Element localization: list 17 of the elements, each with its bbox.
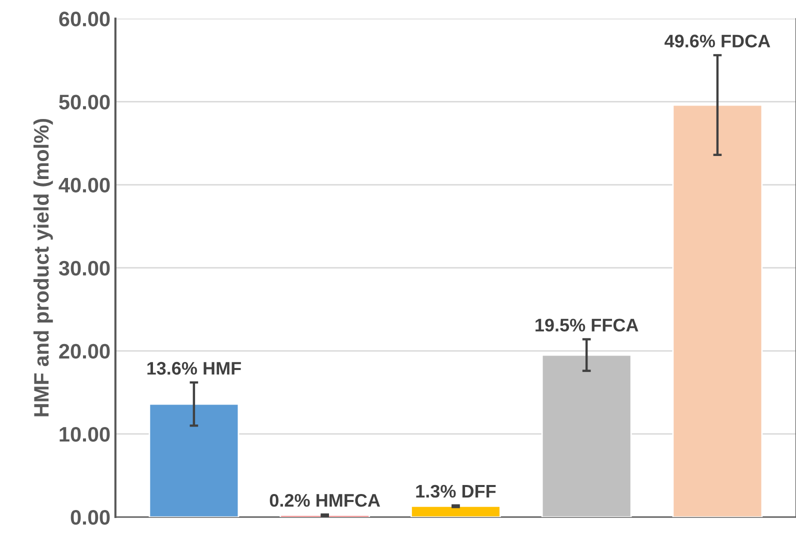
bar [672, 104, 763, 518]
y-tick-label: 30.00 [58, 260, 110, 276]
data-label: 1.3% DFF [416, 484, 496, 498]
y-tick-label: 0.00 [70, 510, 110, 525]
bar [148, 403, 240, 518]
data-label: 19.5% FFCA [536, 318, 638, 332]
y-axis-title: HMF and product yield (mol%) [33, 118, 53, 416]
data-label: 13.6% HMF [147, 362, 241, 375]
y-tick-label: 50.00 [59, 94, 110, 110]
y-tick-label: 20.00 [59, 344, 110, 359]
data-label: 49.6% FDCA [664, 34, 770, 48]
y-tick-label: 10.00 [60, 426, 110, 442]
data-label: 0.2% HMFCA [270, 494, 380, 507]
bar [541, 354, 632, 518]
y-tick-label: 40.00 [58, 178, 110, 193]
bar [410, 506, 501, 518]
y-tick-label: 60.00 [59, 12, 110, 26]
